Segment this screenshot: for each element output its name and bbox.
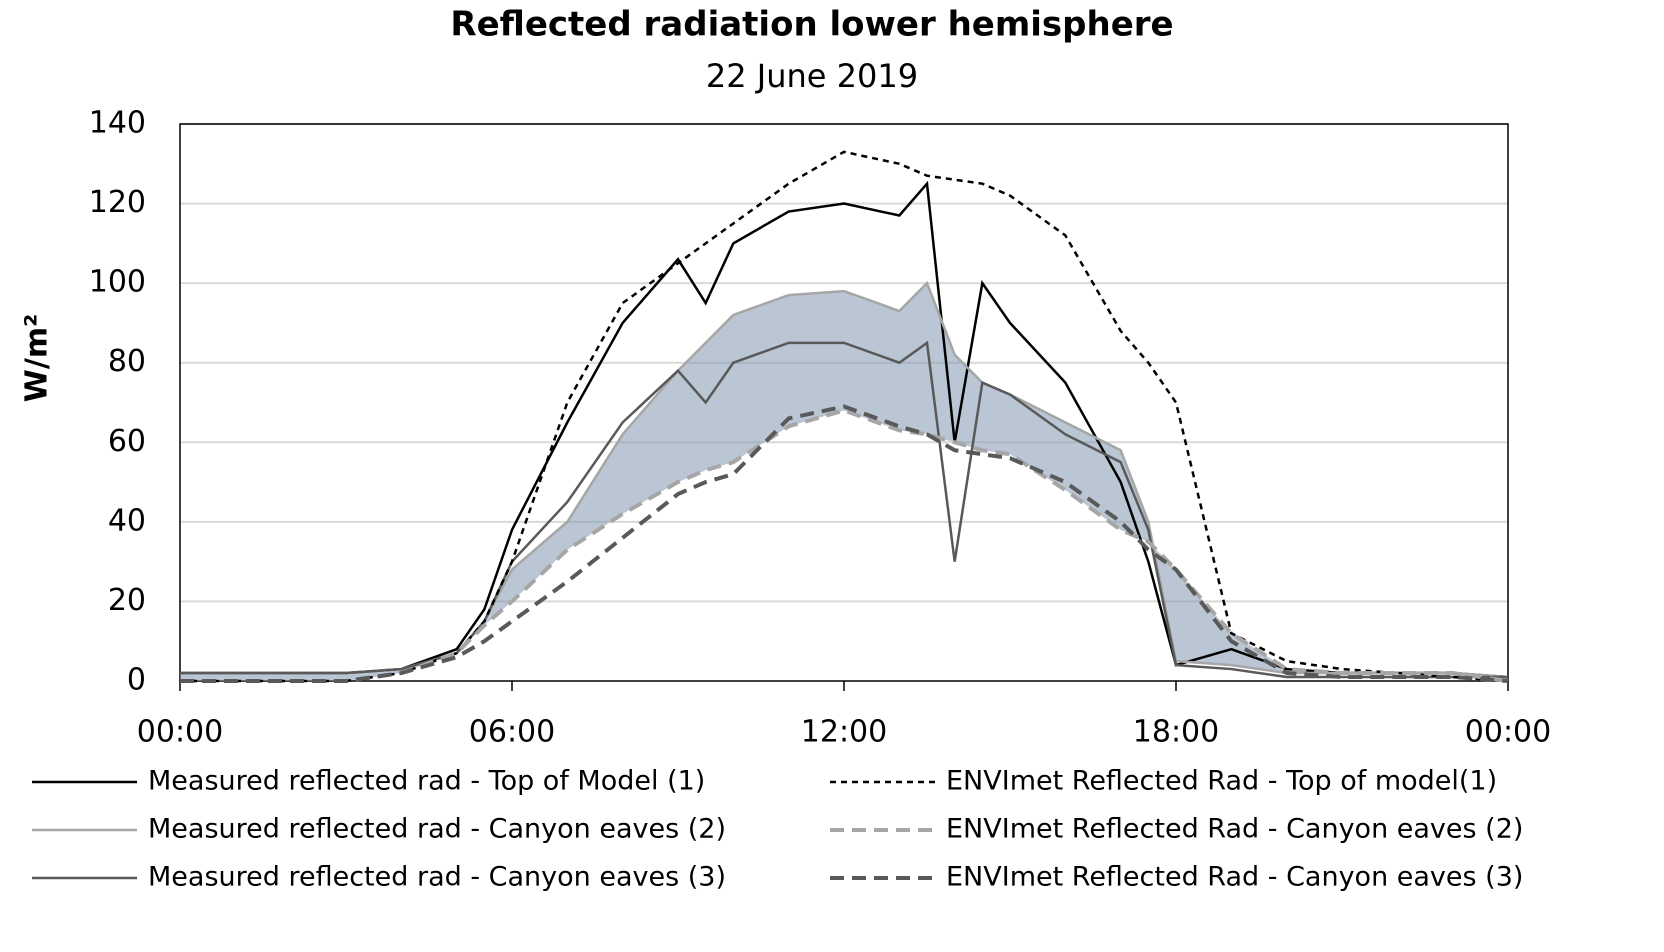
chart-title: Reflected radiation lower hemisphere (450, 5, 1173, 45)
legend-label: Measured reflected rad - Top of Model (1… (148, 766, 705, 797)
legend-label: Measured reflected rad - Canyon eaves (2… (148, 814, 726, 845)
y-tick-label: 40 (108, 503, 146, 538)
legend-label: Measured reflected rad - Canyon eaves (3… (148, 862, 726, 893)
band-area (180, 283, 1508, 681)
y-tick-label: 120 (89, 185, 146, 220)
series-line (180, 180, 1509, 679)
series-line (180, 408, 1509, 683)
series-line (180, 404, 1509, 683)
legend-label: ENVImet Reflected Rad - Canyon eaves (2) (946, 814, 1523, 845)
y-tick-label: 60 (108, 424, 146, 459)
chart-subtitle: 22 June 2019 (706, 57, 918, 95)
y-tick-label: 140 (89, 106, 146, 141)
legend-label: ENVImet Reflected Rad - Top of model(1) (946, 766, 1497, 797)
x-tick-label: 00:00 (137, 715, 223, 750)
x-tick-label: 00:00 (1465, 715, 1551, 750)
x-tick-label: 18:00 (1133, 715, 1219, 750)
x-tick-label: 12:00 (801, 715, 887, 750)
y-tick-label: 100 (89, 265, 146, 300)
legend-label: ENVImet Reflected Rad - Canyon eaves (3) (946, 862, 1523, 893)
y-tick-label: 0 (127, 663, 146, 698)
y-tick-label: 80 (108, 344, 146, 379)
x-tick-label: 06:00 (469, 715, 555, 750)
y-axis-label: W/m² (20, 314, 55, 402)
y-tick-label: 20 (108, 583, 146, 618)
